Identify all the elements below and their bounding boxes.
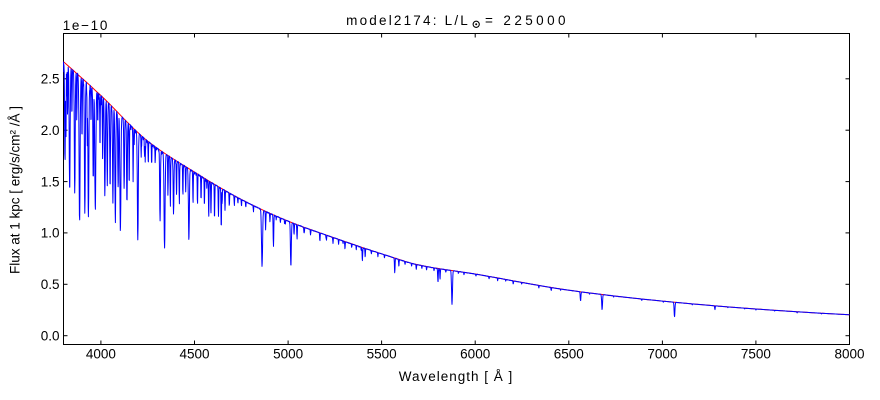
svg-text:4500: 4500 [179,347,209,362]
svg-text:0.5: 0.5 [41,277,60,292]
svg-text:model2174: L/L: model2174: L/L [346,13,470,28]
svg-text:7500: 7500 [741,347,771,362]
svg-text:2.5: 2.5 [41,72,60,87]
svg-text:5000: 5000 [273,347,303,362]
svg-text:1.0: 1.0 [41,226,60,241]
svg-text:= 225000: = 225000 [485,13,569,28]
svg-text:Flux at 1 kpc [ erg/s/cm² /Å ]: Flux at 1 kpc [ erg/s/cm² /Å ] [8,106,23,274]
svg-text:6500: 6500 [554,347,584,362]
svg-text:8000: 8000 [834,347,864,362]
svg-text:0.0: 0.0 [41,329,60,344]
svg-text:1.5: 1.5 [41,174,60,189]
svg-text:2.0: 2.0 [41,123,60,138]
svg-text:1e−10: 1e−10 [63,18,109,33]
svg-text:7000: 7000 [647,347,677,362]
svg-text:6000: 6000 [460,347,490,362]
svg-text:5500: 5500 [367,347,397,362]
svg-text:4000: 4000 [86,347,116,362]
svg-text:Wavelength [ Å ]: Wavelength [ Å ] [399,369,514,384]
